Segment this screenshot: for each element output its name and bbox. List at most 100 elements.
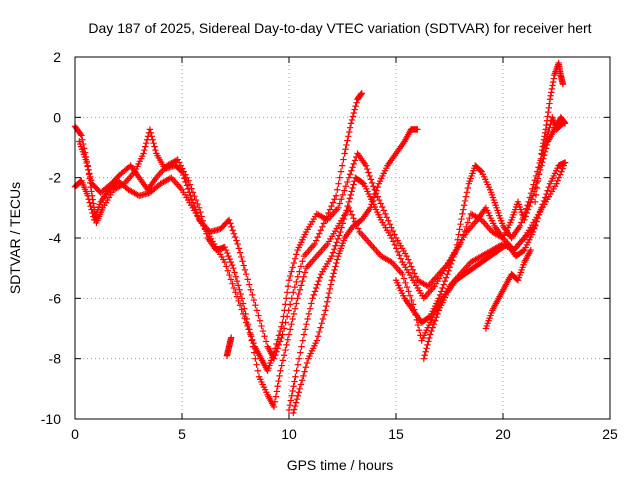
data-point-marker [379,203,386,211]
data-point-marker [362,162,370,169]
data-point-marker [290,409,297,417]
data-point-marker [183,182,191,189]
data-point-marker [273,388,280,395]
data-point-marker [426,334,433,342]
data-point-marker [291,283,299,291]
data-point-marker [424,341,431,349]
data-point-marker [346,171,354,178]
data-point-marker [539,143,546,150]
data-point-marker [262,338,270,345]
data-point-marker [533,184,541,192]
data-point-marker [423,282,430,289]
data-point-marker [561,119,568,126]
data-point-marker [252,355,259,362]
data-point-marker [194,200,201,208]
data-point-marker [323,213,331,220]
data-point-marker [529,192,537,199]
data-point-marker [364,165,371,173]
data-point-marker [302,326,309,333]
data-point-marker [540,197,548,205]
data-point-marker [291,255,299,262]
data-point-marker [334,186,341,193]
data-point-marker [366,172,373,180]
data-points [71,59,569,417]
data-point-marker [430,320,438,328]
data-point-marker [230,230,238,237]
data-point-marker [545,104,553,112]
data-point-marker [310,291,317,299]
data-point-marker [427,331,434,338]
data-point-marker [280,352,288,359]
data-point-marker [334,256,341,263]
data-point-marker [236,249,244,256]
data-point-marker [225,252,232,260]
data-point-marker [466,214,473,222]
data-point-marker [141,146,148,154]
data-point-marker [370,183,377,190]
data-point-marker [539,201,546,208]
data-point-marker [346,124,354,131]
data-point-marker [275,377,282,385]
data-point-marker [228,334,235,341]
data-point-marker [346,195,354,202]
data-point-marker [382,210,389,218]
data-point-marker [409,301,417,308]
data-point-marker [225,216,233,224]
data-point-marker [288,295,295,302]
data-point-marker [353,99,360,106]
data-point-marker [174,156,181,163]
data-point-marker [227,220,234,227]
data-point-marker [553,180,560,187]
data-point-marker [253,361,260,368]
data-point-marker [250,349,258,356]
data-point-marker [231,269,238,276]
series-1 [71,150,569,374]
data-point-marker [368,201,375,208]
data-point-marker [289,315,296,323]
data-point-marker [226,255,233,263]
data-point-marker [412,311,419,318]
data-point-marker [287,272,294,280]
data-point-marker [332,263,339,270]
data-point-marker [531,198,539,205]
data-point-marker [192,196,200,204]
data-point-marker [311,240,318,248]
data-point-marker [463,189,471,196]
data-point-marker [532,191,540,199]
data-point-marker [385,217,392,224]
data-point-marker [329,249,337,256]
data-point-marker [346,128,353,136]
data-point-marker [288,268,295,275]
data-point-marker [367,176,375,183]
data-point-marker [545,183,553,191]
data-point-marker [249,291,256,299]
data-point-marker [77,130,84,138]
data-point-marker [284,283,292,290]
data-point-marker [228,223,235,230]
data-point-marker [90,204,98,211]
data-point-marker [244,320,252,328]
data-point-marker [177,162,184,169]
data-point-marker [358,90,365,97]
data-point-marker [87,173,94,181]
data-point-marker [186,181,194,188]
data-point-marker [282,346,289,354]
data-point-marker [278,334,285,342]
data-point-marker [345,174,353,181]
data-point-marker [462,193,470,200]
data-point-marker [235,297,242,305]
data-point-marker [89,196,96,203]
data-point-marker [324,294,332,301]
data-point-marker [224,267,232,274]
data-point-marker [294,295,301,302]
data-point-marker [542,145,550,152]
data-point-marker [342,211,349,218]
series-10 [223,334,235,359]
data-point-marker [431,317,439,324]
data-point-marker [235,245,243,252]
data-point-marker [233,277,241,285]
data-point-marker [227,258,235,266]
data-point-marker [341,150,348,157]
data-point-marker [193,209,200,217]
